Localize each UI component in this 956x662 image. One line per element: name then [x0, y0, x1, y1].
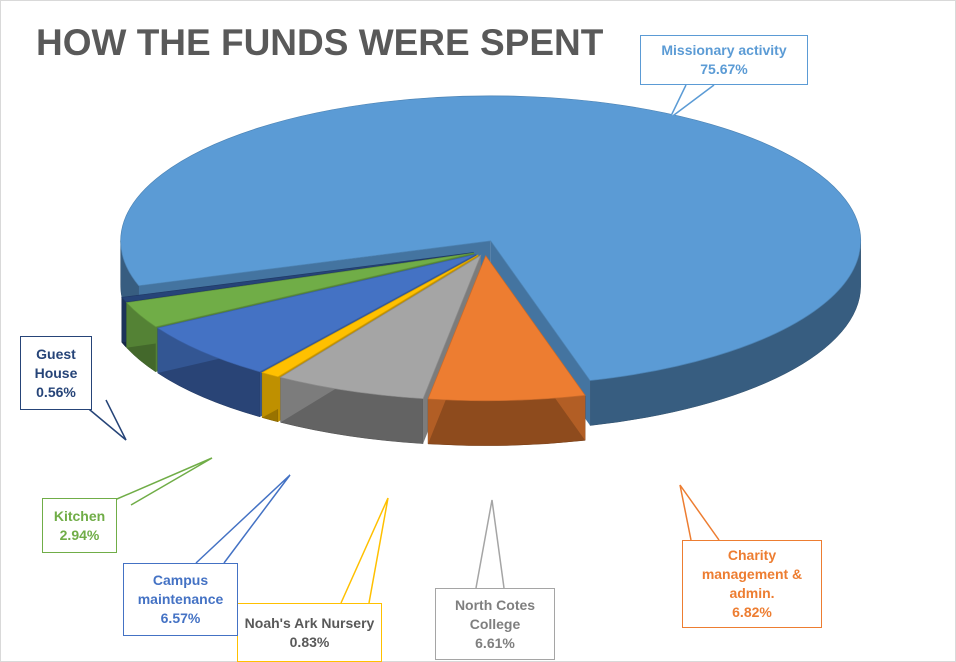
slice: [279, 254, 482, 399]
label-category: Campus maintenance: [137, 572, 224, 607]
callout-pointer: [77, 399, 127, 441]
slice: [121, 252, 474, 303]
callout-pointer: [195, 474, 291, 564]
data-label: Kitchen 2.94%: [42, 498, 117, 553]
slice: [125, 252, 475, 328]
slice: [261, 254, 479, 378]
label-category: Guest House: [34, 345, 78, 381]
label-value: 6.61%: [475, 634, 515, 651]
label-value: 6.82%: [732, 604, 772, 620]
label-value: 0.56%: [36, 383, 76, 400]
chart-title: HOW THE FUNDS WERE SPENT: [36, 22, 604, 63]
label-value: 2.94%: [59, 526, 100, 543]
label-category: Charity management & admin.: [701, 547, 803, 601]
label-value: 0.83%: [289, 633, 330, 650]
data-label: Campus maintenance 6.57%: [123, 563, 238, 636]
data-label: North Cotes College 6.61%: [435, 588, 555, 660]
label-value: 6.57%: [160, 610, 201, 626]
callout-pointer: [340, 497, 389, 604]
slice: [427, 254, 586, 402]
label-category: Kitchen: [53, 507, 106, 524]
callout-pointer: [669, 84, 715, 119]
label-value: 75.67%: [700, 61, 748, 77]
data-label: Missionary activity 75.67%: [640, 35, 808, 85]
data-label: Noah's Ark Nursery 0.83%: [237, 603, 382, 662]
label-category: North Cotes College: [454, 596, 536, 632]
callout-pointer: [679, 484, 720, 541]
slice-group: [427, 254, 586, 446]
label-category: Noah's Ark Nursery: [244, 614, 375, 631]
data-label: Guest House 0.56%: [20, 336, 92, 410]
slice: [120, 95, 862, 381]
data-label: Charity management & admin. 6.82%: [682, 540, 822, 628]
label-category: Missionary activity: [661, 42, 787, 58]
slice: [156, 253, 477, 373]
callout-pointer: [475, 499, 505, 589]
callout-pointer: [102, 457, 213, 506]
